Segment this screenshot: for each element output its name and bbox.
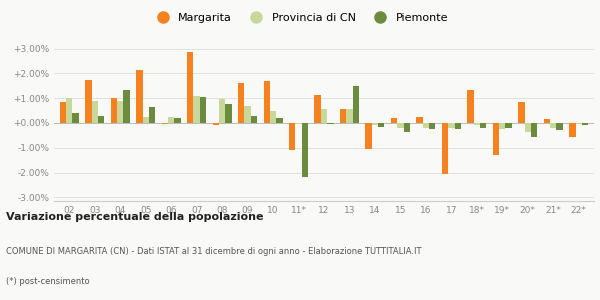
Bar — [404, 123, 410, 132]
Bar — [263, 81, 270, 123]
Bar — [238, 83, 244, 123]
Bar — [467, 90, 473, 123]
Bar — [314, 94, 321, 123]
Bar — [423, 123, 429, 128]
Bar — [187, 52, 193, 123]
Bar — [327, 123, 334, 124]
Bar — [149, 107, 155, 123]
Bar — [244, 106, 251, 123]
Bar — [73, 113, 79, 123]
Bar — [143, 117, 149, 123]
Bar — [473, 123, 480, 125]
Bar — [270, 111, 276, 123]
Bar — [168, 117, 175, 123]
Bar — [295, 123, 302, 124]
Bar — [219, 100, 225, 123]
Text: (*) post-censimento: (*) post-censimento — [6, 278, 89, 286]
Bar — [110, 98, 117, 123]
Bar — [518, 102, 524, 123]
Bar — [448, 123, 455, 128]
Bar — [60, 102, 66, 123]
Bar — [124, 90, 130, 123]
Bar — [480, 123, 487, 128]
Bar — [136, 70, 143, 123]
Bar — [98, 116, 104, 123]
Bar — [455, 123, 461, 129]
Bar — [429, 123, 436, 129]
Bar — [442, 123, 448, 174]
Bar — [569, 123, 575, 136]
Bar — [200, 97, 206, 123]
Text: Variazione percentuale della popolazione: Variazione percentuale della popolazione — [6, 212, 263, 221]
Bar — [225, 104, 232, 123]
Bar — [66, 98, 73, 123]
Bar — [531, 123, 538, 136]
Bar — [575, 123, 582, 124]
Bar — [582, 123, 588, 125]
Bar — [117, 101, 124, 123]
Bar — [161, 123, 168, 124]
Bar — [391, 118, 397, 123]
Bar — [505, 123, 512, 128]
Bar — [85, 80, 92, 123]
Bar — [416, 117, 423, 123]
Text: COMUNE DI MARGARITA (CN) - Dati ISTAT al 31 dicembre di ogni anno - Elaborazione: COMUNE DI MARGARITA (CN) - Dati ISTAT al… — [6, 248, 421, 256]
Bar — [289, 123, 295, 150]
Legend: Margarita, Provincia di CN, Piemonte: Margarita, Provincia di CN, Piemonte — [147, 9, 453, 27]
Bar — [276, 118, 283, 123]
Bar — [212, 123, 219, 125]
Bar — [378, 123, 385, 127]
Bar — [493, 123, 499, 155]
Bar — [550, 123, 556, 128]
Bar — [397, 123, 404, 128]
Bar — [92, 101, 98, 123]
Bar — [346, 110, 353, 123]
Bar — [353, 86, 359, 123]
Bar — [175, 118, 181, 123]
Bar — [372, 123, 378, 125]
Bar — [193, 96, 200, 123]
Bar — [251, 116, 257, 123]
Bar — [524, 123, 531, 132]
Bar — [340, 110, 346, 123]
Bar — [302, 123, 308, 178]
Bar — [556, 123, 563, 130]
Bar — [499, 123, 505, 129]
Bar — [544, 119, 550, 123]
Bar — [321, 110, 327, 123]
Bar — [365, 123, 372, 149]
